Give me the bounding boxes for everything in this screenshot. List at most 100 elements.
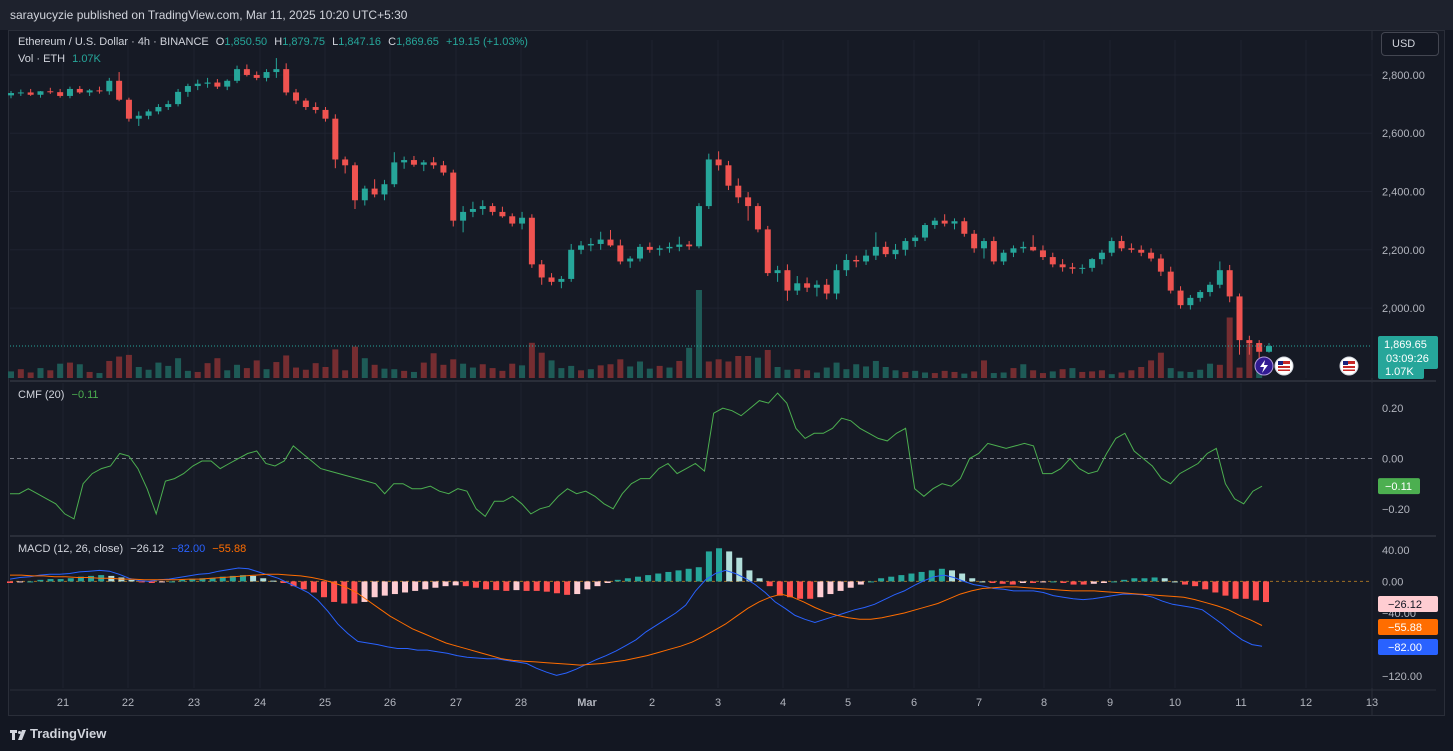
cmf-value: −0.11 [71, 389, 99, 401]
candle-body [902, 241, 909, 250]
us-flag-icon-stripe [1343, 364, 1355, 366]
candle-body [892, 249, 899, 255]
candle-body [371, 188, 378, 195]
time-axis-label: 2 [649, 697, 655, 709]
volume-bar [538, 352, 545, 378]
macd-hist-bar [260, 578, 267, 582]
price-axis-label: 2,600.00 [1382, 128, 1425, 140]
change-value: +19.15 (+1.03%) [445, 36, 528, 48]
time-axis-label: 10 [1169, 697, 1181, 709]
currency-button[interactable]: USD [1381, 32, 1439, 56]
candle-body [351, 165, 358, 201]
candle-body [764, 229, 771, 274]
volume-bar [391, 369, 398, 378]
macd-hist-bar [1030, 581, 1037, 583]
candle-body [1039, 250, 1046, 258]
volume-bar [263, 369, 270, 378]
macd-hist-bar [584, 581, 591, 590]
volume-bar [558, 368, 565, 378]
macd-hist-bar [229, 575, 236, 582]
volume-bar [823, 367, 830, 378]
volume-bar [715, 359, 722, 378]
candle-body [322, 109, 329, 119]
candle-body [1207, 284, 1214, 293]
macd-hist-bar [959, 573, 966, 582]
macd-hist-bar [635, 576, 641, 582]
candle-body [882, 246, 889, 255]
macd-hist-bar [462, 581, 469, 587]
macd-hist-bar [989, 581, 996, 583]
macd-hist-bar [543, 581, 550, 592]
macd-hist-bar [594, 581, 601, 587]
candle-body [175, 91, 182, 105]
volume-bar [990, 373, 997, 378]
macd-hist-bar [331, 581, 338, 602]
volume-bar [1128, 370, 1135, 378]
volume-bar [951, 371, 958, 378]
candlestick-series [8, 58, 1272, 371]
macd-hist-bar [219, 576, 226, 582]
volume-bar [342, 370, 349, 378]
candle-body [980, 241, 987, 249]
candle-body [1167, 271, 1174, 291]
macd-histogram [7, 548, 1269, 604]
candle-body [37, 91, 44, 95]
low-value: 1,847.16 [338, 36, 382, 48]
volume-bar [165, 365, 172, 378]
symbol-title[interactable]: Ethereum / U.S. Dollar · 4h · BINANCE [18, 36, 209, 48]
volume-bar [479, 364, 486, 378]
volume-bar [578, 370, 585, 378]
candle-body [27, 92, 34, 95]
volume-bar [17, 369, 24, 378]
cmf-legend[interactable]: CMF (20) −0.11 [18, 389, 103, 401]
macd-hist-bar [1060, 581, 1067, 583]
volume-bar [745, 356, 752, 378]
us-flag-icon-canton [1343, 361, 1348, 365]
candle-body [253, 74, 260, 78]
volume-legend[interactable]: Vol · ETH 1.07K [18, 53, 105, 65]
volume-bar [872, 360, 879, 378]
volume-bar [617, 359, 624, 378]
volume-bar [863, 366, 870, 378]
candle-body [1216, 270, 1223, 285]
volume-bar [1256, 372, 1263, 378]
candle-body [558, 278, 565, 282]
macd-hist-bar [766, 581, 773, 587]
macd-axis-label: 0.00 [1382, 576, 1403, 588]
macd-hist-bar [148, 581, 155, 583]
time-axis-label: 8 [1041, 697, 1047, 709]
macd-hist-bar [209, 578, 216, 582]
candle-body [931, 220, 938, 226]
candle-body [47, 91, 54, 93]
candle-body [410, 160, 417, 165]
macd-hist-bar [169, 581, 176, 583]
macd-hist-bar [1252, 581, 1259, 601]
candle-body [332, 118, 339, 160]
macd-hist-bar [574, 581, 581, 595]
candle-body [489, 206, 496, 212]
volume-bar [125, 354, 132, 378]
volume-bar [804, 370, 811, 378]
candle-body [1089, 259, 1096, 268]
volume-bar [764, 349, 771, 378]
volume-bar [1236, 367, 1243, 378]
time-axis-label: 22 [122, 697, 134, 709]
volume-bar [794, 369, 801, 378]
candle-body [401, 160, 408, 163]
macd-hist-bar [199, 578, 206, 582]
candle-body [912, 237, 919, 242]
volume-bar [705, 361, 712, 378]
candle-body [440, 165, 447, 173]
volume-bar [27, 372, 34, 378]
macd-hist-bar [1151, 577, 1158, 582]
volume-bar [607, 364, 614, 378]
macd-hist-bar [969, 578, 976, 582]
tradingview-logo[interactable]: TradingView [10, 726, 106, 741]
candle-body [568, 249, 575, 279]
macd-legend[interactable]: MACD (12, 26, close) −26.12 −82.00 −55.8… [18, 543, 250, 555]
candle-body [509, 216, 516, 224]
volume-bar [922, 372, 929, 378]
candle-body [1069, 267, 1076, 269]
macd-hist-bar [918, 571, 925, 582]
